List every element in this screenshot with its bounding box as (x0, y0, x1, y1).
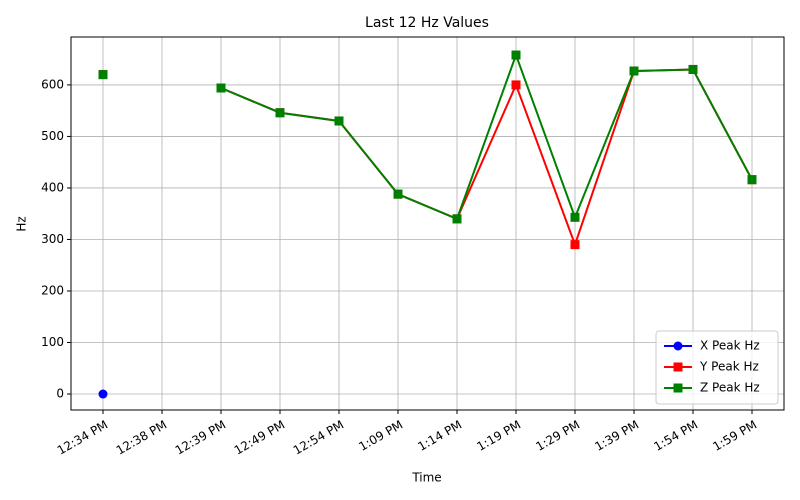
y-tick-label: 0 (56, 387, 64, 401)
legend: X Peak Hz Y Peak Hz Z Peak Hz (655, 330, 779, 405)
x-tick-label: 1:59 PM (710, 418, 759, 454)
data-point (334, 116, 344, 126)
y-tick-label: 100 (41, 335, 64, 349)
x-tick-label: 12:38 PM (114, 418, 169, 458)
x-tick-label: 1:39 PM (592, 418, 641, 454)
y-tick-label: 400 (41, 180, 64, 194)
series-line (220, 68, 753, 248)
x-tick-label: 1:29 PM (533, 418, 582, 454)
legend-label: X Peak Hz (700, 339, 760, 353)
data-point (98, 389, 108, 399)
data-point (216, 83, 226, 93)
series-line (220, 52, 753, 221)
y-tick-label: 500 (41, 129, 64, 143)
chart-title: Last 12 Hz Values (365, 15, 489, 31)
data-point (393, 189, 403, 199)
x-axis-label: Time (411, 471, 441, 485)
plot-frame (70, 36, 785, 411)
legend-marker (673, 383, 683, 393)
legend-box (655, 330, 779, 405)
x-tick-label: 12:54 PM (291, 418, 346, 458)
y-tick-label: 200 (41, 283, 64, 297)
legend-marker (673, 362, 683, 372)
data-point (452, 214, 462, 224)
data-point (570, 212, 580, 222)
data-point (275, 108, 285, 118)
data-point (98, 70, 108, 80)
x-tick-label: 1:19 PM (474, 418, 523, 454)
x-tick-label: 12:34 PM (55, 418, 110, 458)
y-tick-label: 600 (41, 77, 64, 91)
y-tick-label: 300 (41, 232, 64, 246)
x-tick-label: 12:39 PM (173, 418, 228, 458)
data-point (688, 64, 698, 74)
x-tick-label: 1:54 PM (651, 418, 700, 454)
data-point (511, 80, 521, 90)
legend-label: Y Peak Hz (699, 360, 759, 374)
x-tick-label: 1:09 PM (356, 418, 405, 454)
legend-marker (673, 341, 683, 351)
legend-label: Z Peak Hz (700, 381, 760, 395)
data-point (747, 175, 757, 185)
data-point (511, 50, 521, 60)
data-point (570, 240, 580, 250)
x-tick-label: 1:14 PM (415, 418, 464, 454)
data-point (629, 66, 639, 76)
x-tick-label: 12:49 PM (232, 418, 287, 458)
y-axis-label: Hz (15, 216, 29, 231)
